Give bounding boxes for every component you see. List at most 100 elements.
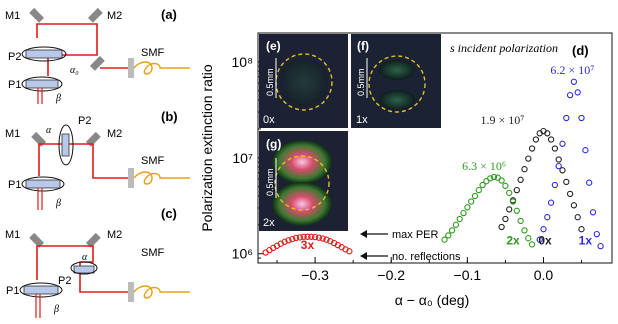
panel-tag-b: (b) [161, 109, 178, 124]
data-point [441, 236, 448, 243]
data-point [547, 199, 555, 206]
rotation-ring [21, 46, 67, 62]
data-point [498, 177, 505, 184]
mirror1-label: M1 [5, 128, 20, 140]
plot-frame [257, 32, 613, 264]
beam-path [38, 143, 128, 179]
annotations: max PER no. reflections [360, 229, 461, 263]
data-point [487, 175, 494, 182]
data-point [532, 136, 540, 143]
mirror2-label: M2 [107, 10, 122, 22]
peak-value-label: 1.9 × 10⁷ [480, 113, 524, 127]
data-point [300, 233, 307, 240]
polarizer-p2 [25, 49, 63, 59]
data-point [490, 173, 498, 181]
data-point [502, 215, 509, 223]
data-point [445, 232, 452, 239]
data-point [528, 145, 536, 152]
data-point [525, 235, 532, 242]
y-tick-label: 10⁷ [232, 150, 253, 166]
data-point [521, 166, 528, 173]
y-axis-label: Polarization extinction ratio [199, 64, 215, 232]
data-point [281, 238, 288, 245]
data-point [308, 233, 315, 240]
scale-label: 0.5mm [356, 68, 366, 96]
data-point [319, 235, 326, 242]
annotation-max-per: max PER [392, 229, 439, 241]
alpha-label: α [82, 252, 88, 263]
inset-g: (g) 0.5mm 2x [259, 131, 348, 231]
fiber-coupler [128, 282, 134, 302]
data-point [315, 234, 323, 241]
polarizer2-label: P2 [58, 275, 71, 287]
mirror-m2 [85, 232, 101, 248]
data-point [513, 186, 520, 194]
inset-tag: (e) [266, 39, 281, 53]
series-0x [498, 127, 585, 233]
mirror-m1 [29, 232, 45, 248]
beta-label: β [55, 93, 61, 104]
data-point [563, 114, 570, 122]
data-point [540, 226, 547, 233]
data-point [570, 202, 578, 209]
data-point [525, 155, 532, 162]
beam-path [36, 245, 128, 293]
data-point [570, 78, 578, 85]
alpha-label: α₀ [70, 65, 79, 76]
data-point [468, 198, 475, 205]
schematic-b: M1 M2 P2 (b) α P1 β SMF [5, 109, 190, 210]
y-tick-label: 10⁸ [232, 54, 254, 70]
mirror1-label: M1 [5, 10, 20, 22]
beam-spot [272, 140, 332, 184]
data-point [475, 186, 482, 194]
data-point [323, 236, 330, 243]
data-point [452, 221, 460, 228]
mirror2-label: M2 [107, 128, 122, 140]
polarizer-p1 [25, 179, 61, 189]
series-name-label: 1x [579, 233, 593, 247]
fiber-coil [133, 285, 190, 299]
data-point [289, 235, 296, 243]
polarizer-p2 [61, 133, 70, 157]
data-point [551, 145, 559, 152]
data-point [574, 214, 581, 221]
polarizer1-label: P1 [8, 179, 21, 191]
scale-label: 0.5mm [265, 168, 275, 196]
data-point [586, 179, 593, 186]
inset-f: (f) 0.5mm 1x [351, 34, 441, 128]
data-point [509, 198, 517, 205]
mirror [89, 55, 105, 71]
data-point [506, 206, 513, 213]
x-tick-label: −0.1 [454, 267, 482, 283]
peak-value-label: 6.3 × 10⁶ [462, 159, 506, 173]
data-point [346, 248, 353, 255]
schematic-c: M1 M2 (c) α P2 P1 β SMF [5, 206, 190, 318]
inset-tag: (g) [266, 137, 281, 151]
series-1x [536, 78, 604, 250]
plot-area: 10⁶ 10⁷ 10⁸ −0.3 −0.2 −0.1 0.0 Polarization e… [199, 32, 613, 308]
arrowhead [360, 230, 367, 238]
x-tick-label: −0.2 [377, 267, 405, 283]
mirror-m2 [85, 131, 101, 147]
beam-spot [379, 90, 415, 110]
data-point [304, 233, 311, 240]
scale-label: 0.5mm [265, 68, 275, 96]
data-point [285, 237, 292, 244]
inset-reflections: 0x [263, 114, 275, 126]
data-point [456, 215, 463, 223]
series-2x [441, 173, 536, 248]
data-point [578, 226, 585, 233]
data-point [448, 227, 456, 234]
polarizer-p1 [23, 285, 59, 295]
data-point [464, 204, 471, 211]
series-3x [262, 233, 353, 256]
data-point [589, 209, 597, 216]
data-point [544, 214, 551, 221]
alpha-label: α [46, 125, 52, 136]
mirror-m2 [87, 7, 103, 23]
beta-label: β [53, 304, 59, 315]
fiber-label: SMF [141, 247, 165, 259]
data-point [517, 176, 524, 183]
data-point [502, 182, 509, 189]
beam-spot [272, 182, 332, 226]
